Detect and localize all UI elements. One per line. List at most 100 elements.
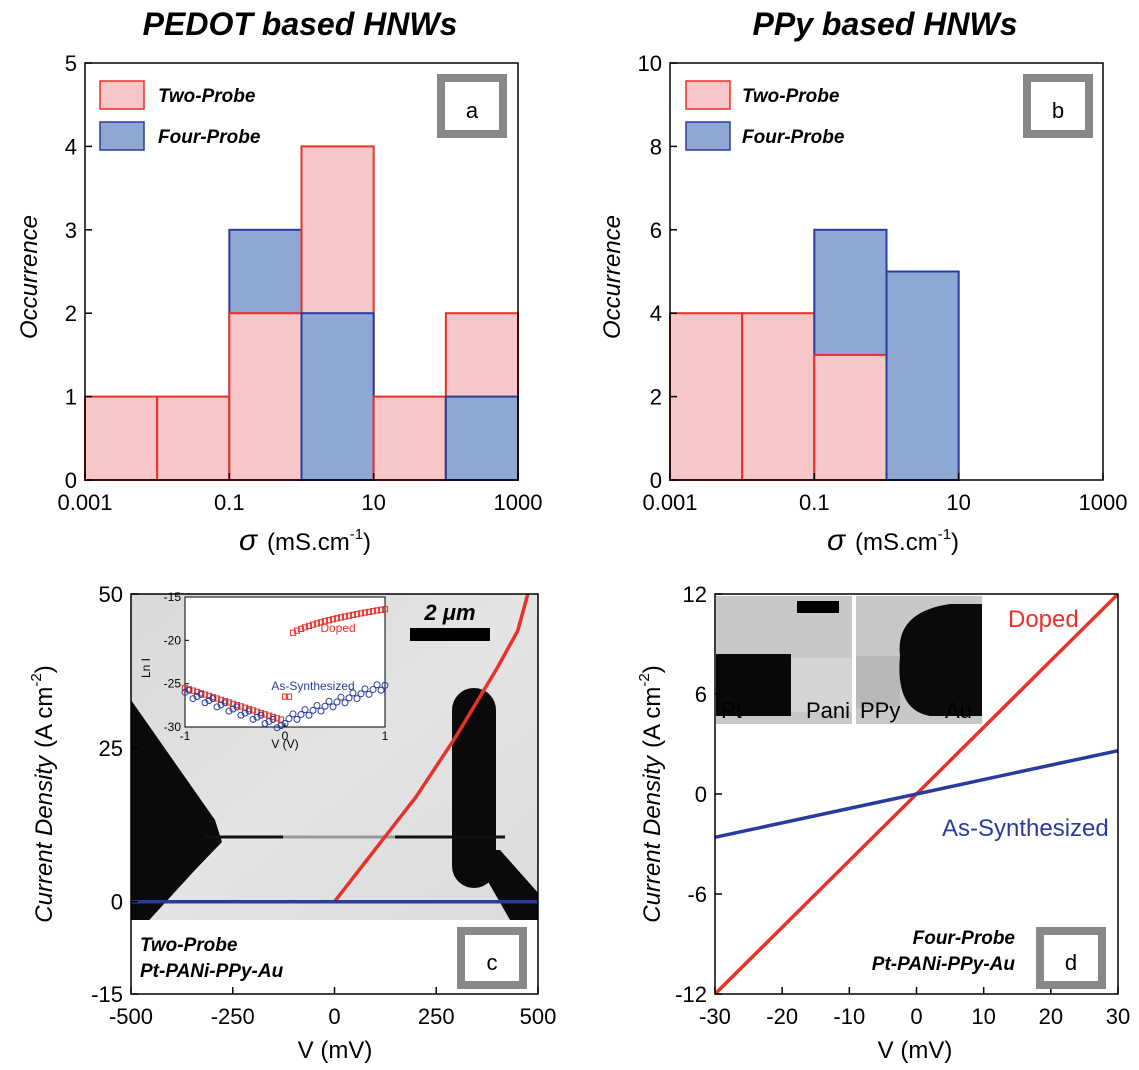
panel-d-label-doped: Doped bbox=[1008, 606, 1079, 633]
inset-marker-as-synthesized-16 bbox=[245, 707, 253, 715]
panel-a-tag bbox=[437, 74, 507, 138]
inset-label-ppy: PPy bbox=[860, 698, 900, 723]
panel-c-ylabel-exp: -2 bbox=[28, 673, 45, 686]
inset-marker-doped-25 bbox=[281, 693, 289, 700]
bar-a-two-probe-1 bbox=[156, 395, 231, 482]
panel-c-xlabel: V (mV) bbox=[298, 1037, 373, 1064]
inset-marker-doped-20 bbox=[261, 711, 269, 718]
bar-a-four-probe-5 bbox=[444, 395, 520, 482]
inset-marker-doped-41 bbox=[345, 612, 353, 619]
inset-ppy-segment bbox=[856, 656, 900, 708]
xtick-label-a-2: 10 bbox=[361, 490, 385, 515]
inset-marker-doped-28 bbox=[293, 627, 301, 634]
inset-marker-doped-22 bbox=[269, 713, 277, 721]
inset-marker-doped-49 bbox=[377, 606, 385, 613]
panel-c-ylabel: Current Density (A cm-2) bbox=[28, 665, 58, 922]
panel-c-inset: -15 -20 -25 -30-1 0 1 V (V) Ln I Doped As-Syn… bbox=[139, 590, 389, 751]
inset-pt-electrode bbox=[716, 654, 791, 716]
inset-marker-as-synthesized-4 bbox=[197, 690, 205, 698]
ytick-label-d-4: -12 bbox=[675, 982, 707, 1007]
panel-b-tag bbox=[1023, 74, 1093, 138]
ytick-label-b-1: 2 bbox=[650, 385, 662, 410]
inset-marker-as-synthesized-49 bbox=[377, 686, 385, 694]
inset-marker-doped-47 bbox=[369, 608, 377, 615]
panel-c-iv-two-probe: 2 μm -15-20-25-30-1 0 1 V (V) Ln I Doped A… bbox=[28, 582, 556, 1064]
inset-marker-doped-35 bbox=[321, 618, 329, 625]
panel-d-ylabel-exp: -2 bbox=[636, 673, 653, 686]
bar-a-two-probe-4 bbox=[372, 395, 447, 482]
panel-d-annotation-line2: Pt-PANi-PPy-Au bbox=[872, 954, 1016, 975]
panel-d-ylabel: Current Density (A cm-2) bbox=[636, 665, 666, 922]
ytick-label-a-4: 4 bbox=[65, 134, 77, 159]
panel-a-xlabel: σ (mS.cm-1) bbox=[239, 524, 371, 557]
inset-marker-as-synthesized-47 bbox=[369, 686, 377, 694]
inset-label-doped: Doped bbox=[320, 621, 355, 635]
inset-marker-as-synthesized-28 bbox=[293, 715, 301, 723]
panel-b-xexp: -1 bbox=[938, 526, 951, 543]
inset-marker-as-synthesized-14 bbox=[237, 711, 245, 719]
panel-a-xclose: ) bbox=[363, 529, 371, 556]
inset-marker-as-synthesized-24 bbox=[277, 722, 285, 730]
inset-marker-doped-29 bbox=[297, 625, 305, 632]
xtick-label-b-0: 0.001 bbox=[642, 490, 697, 515]
panel-c-annotation-line2: Pt-PANi-PPy-Au bbox=[140, 961, 284, 982]
inset-marker-doped-37 bbox=[329, 616, 337, 623]
legend-a-four-probe-swatch bbox=[99, 121, 145, 151]
panel-d-label-as-synthesized: As-Synthesized bbox=[942, 815, 1109, 842]
bar-b-two-probe-2 bbox=[813, 353, 888, 481]
panel-a-frame bbox=[84, 62, 519, 481]
ytick-label-c-2: 25 bbox=[99, 736, 123, 761]
panel-a-tag-letter: a bbox=[466, 98, 479, 123]
ytick-label-a-2: 2 bbox=[65, 301, 77, 326]
panel-c-ylabel-main: Current Density bbox=[31, 754, 58, 923]
inset-xtick-label-1: 0 bbox=[282, 729, 289, 743]
inset-marker-doped-44 bbox=[357, 610, 365, 617]
bar-a-two-probe-0 bbox=[84, 395, 159, 482]
line-c-doped bbox=[131, 594, 530, 904]
inset-marker-doped-48 bbox=[373, 607, 381, 614]
inset-marker-doped-39 bbox=[337, 614, 345, 621]
inset-marker-doped-42 bbox=[349, 611, 357, 619]
inset-label-au: Au bbox=[945, 698, 972, 723]
inset-marker-as-synthesized-43 bbox=[353, 695, 361, 703]
line-d-as-synthesized bbox=[715, 748, 1118, 840]
inset-marker-as-synthesized-8 bbox=[213, 703, 221, 711]
inset-xtick-label-2: 1 bbox=[382, 729, 389, 743]
inset-marker-as-synthesized-39 bbox=[337, 693, 345, 701]
ytick-label-d-2: 0 bbox=[695, 782, 707, 807]
inset-marker-as-synthesized-32 bbox=[309, 706, 317, 714]
inset-marker-as-synthesized-10 bbox=[221, 699, 229, 707]
legend-a-four-probe-label: Four-Probe bbox=[158, 127, 261, 148]
panel-b-xlabel: σ (mS.cm-1) bbox=[827, 524, 959, 557]
ytick-label-a-1: 1 bbox=[65, 385, 77, 410]
inset-marker-as-synthesized-40 bbox=[341, 699, 349, 707]
inset-marker-as-synthesized-9 bbox=[217, 701, 225, 709]
inset-marker-as-synthesized-6 bbox=[205, 697, 213, 705]
inset-ylabel: Ln I bbox=[139, 658, 153, 678]
inset-marker-as-synthesized-48 bbox=[373, 681, 381, 689]
ytick-label-b-2: 4 bbox=[650, 301, 662, 326]
panel-d-iv-four-probe: Pt Pani PPy Au 12 6 0 -6 -12-30 -20 -10 0 10 20 30… bbox=[636, 582, 1130, 1064]
xtick-label-c-0: -500 bbox=[109, 1004, 153, 1029]
inset-marker-as-synthesized-22 bbox=[269, 715, 277, 723]
inset-marker-as-synthesized-7 bbox=[209, 695, 217, 703]
inset-marker-as-synthesized-12 bbox=[229, 705, 237, 713]
ytick-label-d-3: -6 bbox=[687, 882, 707, 907]
ytick-label-b-0: 0 bbox=[650, 468, 662, 493]
xtick-label-d-6: 30 bbox=[1106, 1004, 1130, 1029]
inset-marker-as-synthesized-37 bbox=[329, 703, 337, 711]
inset-marker-as-synthesized-34 bbox=[317, 707, 325, 715]
panel-a-sigma: σ bbox=[239, 524, 259, 557]
xtick-label-d-3: 0 bbox=[910, 1004, 922, 1029]
inset-marker-doped-50 bbox=[381, 606, 389, 613]
ytick-label-b-4: 8 bbox=[650, 134, 662, 159]
inset-marker-as-synthesized-15 bbox=[241, 709, 249, 717]
inset-marker-doped-30 bbox=[301, 624, 309, 631]
ytick-label-b-5: 10 bbox=[638, 51, 662, 76]
xtick-label-c-4: 500 bbox=[520, 1004, 557, 1029]
inset-marker-as-synthesized-44 bbox=[357, 690, 365, 698]
xtick-label-c-1: -250 bbox=[211, 1004, 255, 1029]
ytick-label-b-3: 6 bbox=[650, 218, 662, 243]
inset-marker-doped-45 bbox=[361, 609, 369, 616]
inset-marker-as-synthesized-45 bbox=[361, 685, 369, 693]
